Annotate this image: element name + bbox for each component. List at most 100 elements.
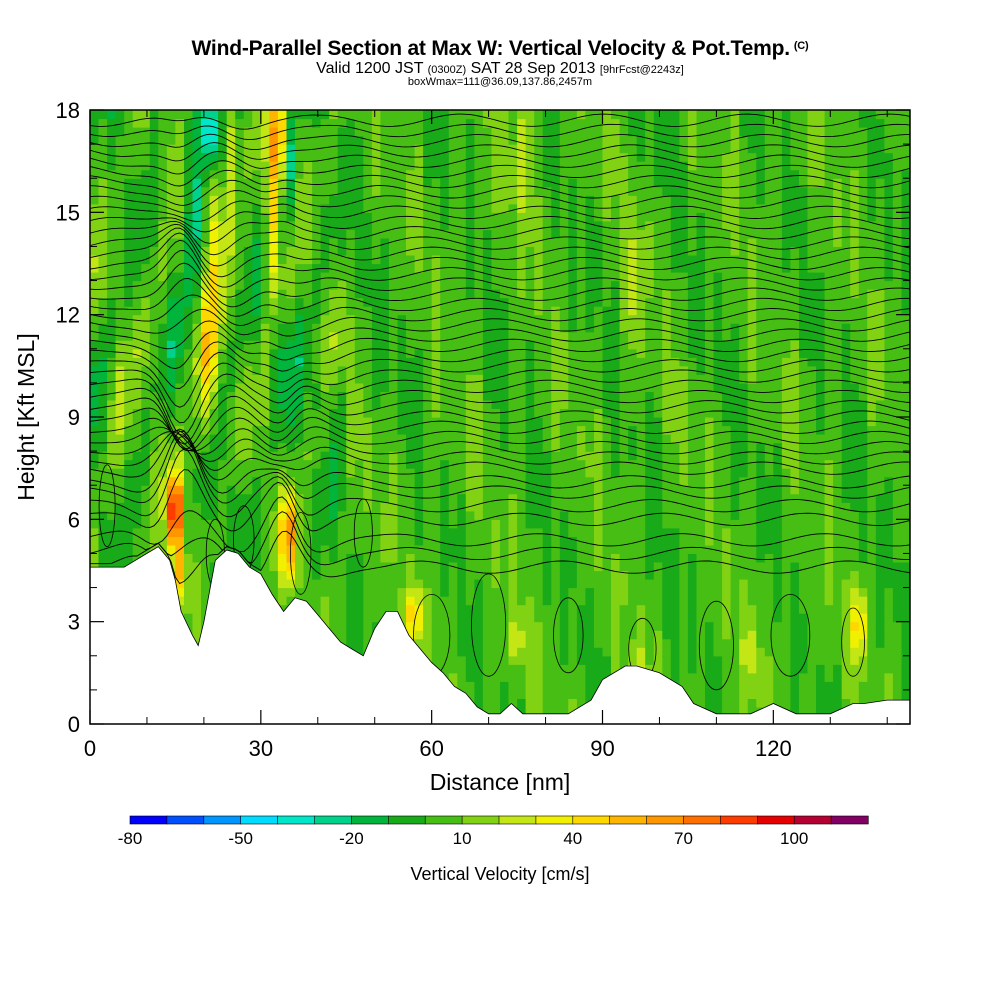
w-cell (329, 527, 339, 537)
w-cell (542, 553, 552, 563)
w-cell (252, 434, 262, 444)
w-cell (576, 689, 586, 699)
w-cell (491, 638, 501, 648)
w-cell (653, 195, 663, 205)
w-cell (491, 374, 501, 384)
w-cell (329, 127, 339, 137)
w-cell (218, 212, 228, 222)
w-cell (585, 502, 595, 512)
w-cell (414, 604, 424, 614)
w-cell (559, 630, 569, 640)
w-cell (440, 587, 450, 597)
w-cell (209, 510, 219, 520)
w-cell (465, 689, 475, 699)
w-cell (209, 502, 219, 512)
w-cell (260, 544, 270, 554)
w-cell (465, 476, 475, 486)
w-cell (260, 340, 270, 350)
w-cell (218, 263, 228, 273)
w-cell (166, 195, 176, 205)
w-cell (474, 280, 484, 290)
w-cell (363, 434, 373, 444)
w-cell (107, 417, 117, 427)
w-cell (653, 587, 663, 597)
w-cell (243, 169, 253, 179)
w-cell (491, 485, 501, 495)
w-cell (209, 220, 219, 230)
w-cell (397, 476, 407, 486)
w-cell (277, 280, 287, 290)
w-cell (431, 527, 441, 537)
w-cell (363, 237, 373, 247)
w-cell (662, 527, 672, 537)
w-cell (286, 553, 296, 563)
w-cell (218, 220, 228, 230)
w-cell (414, 357, 424, 367)
w-cell (380, 485, 390, 495)
w-cell (295, 263, 305, 273)
w-cell (474, 357, 484, 367)
w-cell (440, 340, 450, 350)
w-cell (149, 417, 159, 427)
w-cell (534, 519, 544, 529)
w-cell (312, 169, 322, 179)
w-cell (457, 306, 467, 316)
w-cell (166, 510, 176, 520)
w-cell (542, 314, 552, 324)
w-cell (508, 255, 518, 265)
w-cell (440, 459, 450, 469)
w-cell (602, 527, 612, 537)
w-cell (568, 306, 578, 316)
w-cell (380, 510, 390, 520)
w-cell (611, 587, 621, 597)
w-cell (406, 570, 416, 580)
w-cell (645, 280, 655, 290)
w-cell (166, 178, 176, 188)
w-cell (235, 331, 245, 341)
w-cell (149, 229, 159, 239)
w-cell (559, 408, 569, 418)
w-cell (576, 399, 586, 409)
w-cell (457, 459, 467, 469)
w-cell (628, 118, 638, 128)
w-cell (260, 280, 270, 290)
w-cell (149, 314, 159, 324)
w-cell (559, 655, 569, 665)
w-cell (269, 570, 279, 580)
w-cell (448, 144, 458, 154)
w-cell (474, 263, 484, 273)
w-cell (440, 348, 450, 358)
w-cell (226, 451, 236, 461)
w-cell (98, 519, 108, 529)
w-cell (201, 161, 211, 171)
w-cell (517, 374, 527, 384)
w-cell (423, 434, 433, 444)
w-cell (619, 263, 629, 273)
w-cell (235, 493, 245, 503)
w-cell (662, 263, 672, 273)
w-cell (576, 502, 586, 512)
w-cell (611, 476, 621, 486)
w-cell (628, 476, 638, 486)
w-cell (619, 161, 629, 171)
w-cell (508, 195, 518, 205)
w-cell (90, 331, 100, 341)
w-cell (594, 536, 604, 546)
w-cell (431, 655, 441, 665)
w-cell (312, 161, 322, 171)
w-cell (465, 357, 475, 367)
w-cell (346, 510, 356, 520)
w-cell (474, 391, 484, 401)
w-cell (619, 502, 629, 512)
w-cell (568, 255, 578, 265)
w-cell (124, 485, 134, 495)
w-cell (628, 297, 638, 307)
w-cell (235, 297, 245, 307)
w-cell (517, 510, 527, 520)
w-cell (508, 681, 518, 691)
w-cell (380, 118, 390, 128)
w-cell (158, 485, 168, 495)
w-cell (209, 382, 219, 392)
w-cell (371, 510, 381, 520)
w-cell (141, 110, 151, 120)
